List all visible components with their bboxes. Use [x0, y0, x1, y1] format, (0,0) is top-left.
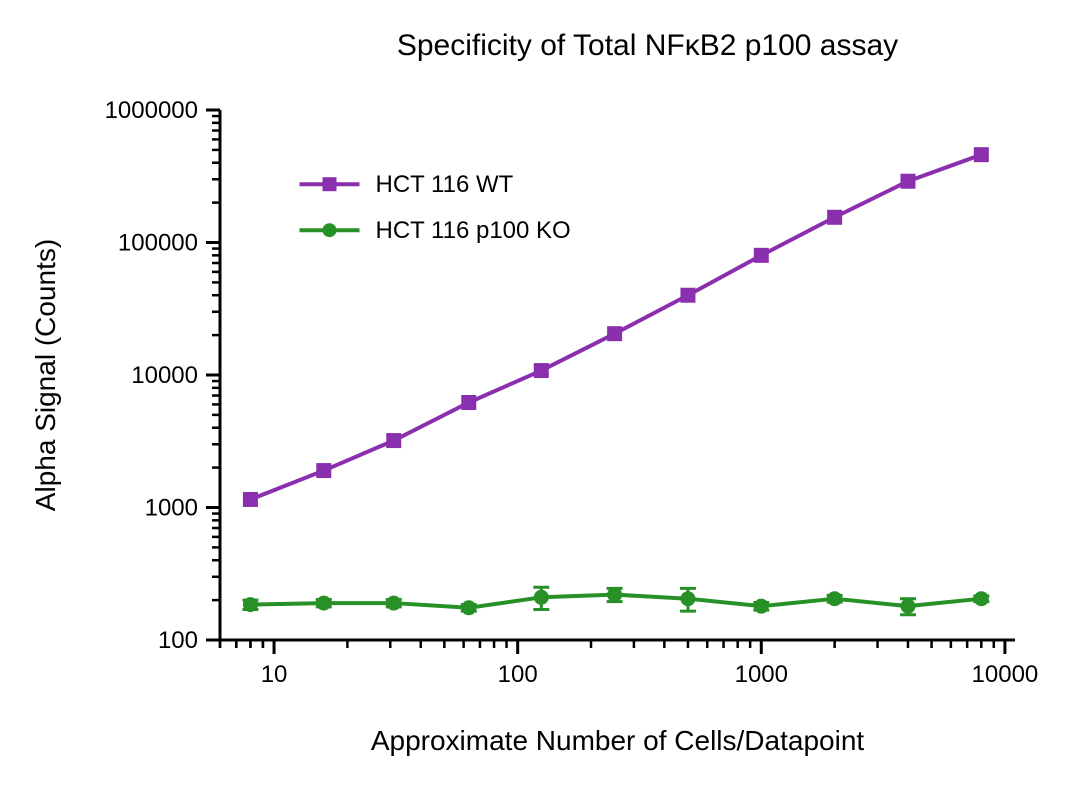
marker-square — [317, 464, 331, 478]
marker-square — [534, 364, 548, 378]
marker-circle — [462, 601, 476, 615]
y-tick-label: 1000000 — [105, 97, 198, 124]
marker-circle — [317, 596, 331, 610]
y-tick-label: 10000 — [131, 362, 198, 389]
marker-circle — [534, 590, 548, 604]
marker-square — [681, 288, 695, 302]
x-tick-label: 10000 — [972, 661, 1039, 688]
legend: HCT 116 WT HCT 116 p100 KO — [300, 171, 571, 244]
x-tick-label: 100 — [498, 661, 538, 688]
marker-square — [462, 396, 476, 410]
x-tick-label: 1000 — [735, 661, 788, 688]
marker-circle — [243, 598, 257, 612]
marker-circle — [681, 592, 695, 606]
marker-square — [828, 210, 842, 224]
legend-label: HCT 116 p100 KO — [376, 217, 571, 244]
marker-circle — [974, 592, 988, 606]
marker-square — [243, 492, 257, 506]
marker-square — [608, 327, 622, 341]
marker-square — [974, 148, 988, 162]
y-tick-label: 1000 — [145, 495, 198, 522]
chart-title: Specificity of Total NFκB2 p100 assay — [397, 29, 898, 62]
y-tick-label: 100 — [158, 627, 198, 654]
chart-container: Specificity of Total NFκB2 p100 assay Al… — [0, 0, 1080, 795]
series — [242, 148, 989, 615]
legend-label: HCT 116 WT — [376, 171, 514, 198]
marker-circle — [828, 592, 842, 606]
marker-circle — [387, 596, 401, 610]
y-axis-label: Alpha Signal (Counts) — [30, 239, 61, 511]
y-tick-label: 100000 — [118, 230, 198, 257]
marker-square — [901, 174, 915, 188]
x-tick-label: 10 — [261, 661, 288, 688]
marker-square — [754, 248, 768, 262]
legend-marker — [323, 223, 337, 237]
marker-circle — [608, 588, 622, 602]
marker-circle — [901, 599, 915, 613]
chart-svg: Specificity of Total NFκB2 p100 assay Al… — [0, 0, 1080, 795]
marker-circle — [754, 599, 768, 613]
legend-marker — [323, 177, 337, 191]
marker-square — [387, 434, 401, 448]
x-axis-label: Approximate Number of Cells/Datapoint — [371, 725, 865, 756]
